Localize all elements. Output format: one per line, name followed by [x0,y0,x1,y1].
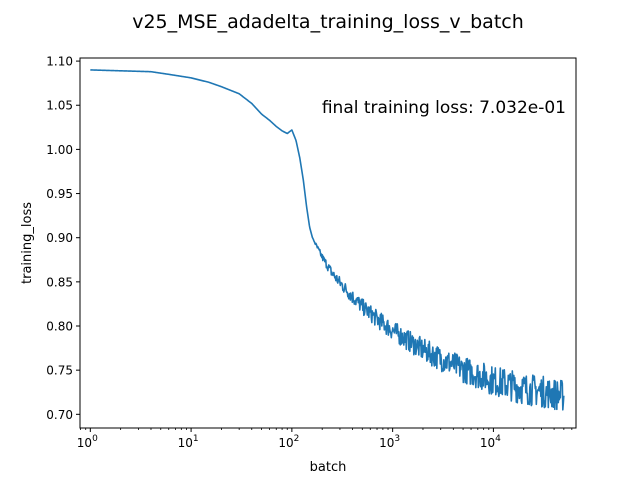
series-line [90,69,565,411]
chart-title: v25_MSE_adadelta_training_loss_v_batch [132,11,524,33]
y-tick-label: 1.00 [46,143,73,157]
y-tick-label: 0.70 [46,408,73,422]
y-tick-label: 0.90 [46,231,73,245]
plot-area [90,69,565,411]
y-tick-label: 1.10 [46,55,73,69]
y-tick-label: 0.80 [46,320,73,334]
axes-frame [79,57,577,429]
y-tick-label: 1.05 [46,99,73,113]
final-loss-annotation: final training loss: 7.032e-01 [322,98,566,118]
y-tick-label: 0.85 [46,275,73,289]
x-axis-label: batch [310,460,347,475]
y-axis-label: training_loss [20,202,35,284]
y-tick-label: 0.95 [46,187,73,201]
y-tick-label: 0.75 [46,364,73,378]
y-axis: 0.70 0.75 0.80 0.85 0.90 0.95 1.00 1.05 1.10 [46,55,80,422]
